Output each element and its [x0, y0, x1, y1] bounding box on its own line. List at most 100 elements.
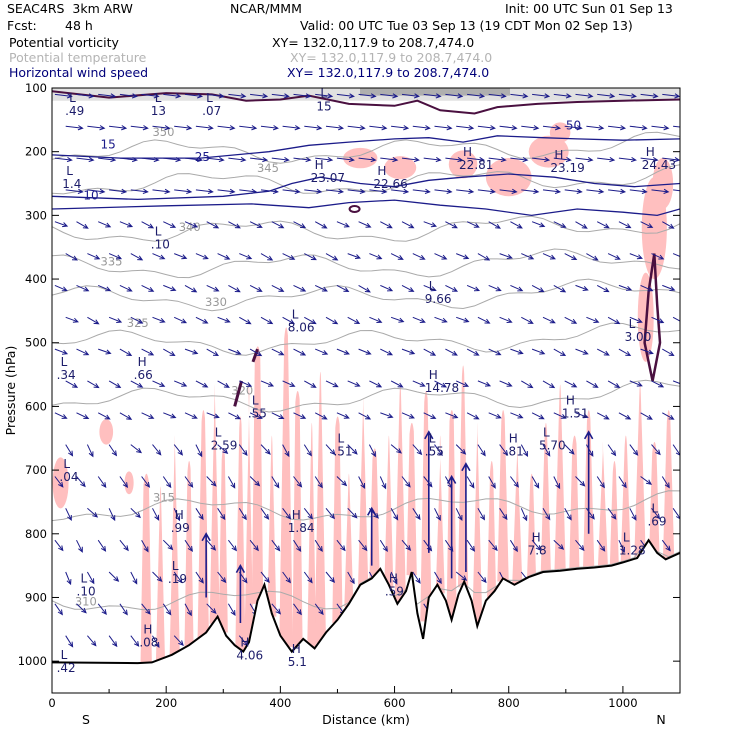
wind-vector: [87, 380, 100, 389]
pv-extremum-type: H: [292, 508, 301, 522]
wind-vector: [455, 508, 463, 522]
wind-vector: [184, 156, 204, 163]
wind-vector: [76, 412, 90, 420]
wind-vector: [54, 221, 69, 228]
init-time: Init: 00 UTC Sun 01 Sep 13: [505, 1, 673, 16]
wind-vector: [520, 508, 528, 522]
wind-vector: [564, 380, 578, 388]
wind-vector: [173, 508, 181, 522]
wind-vector: [152, 380, 166, 387]
pv-plume: [344, 473, 354, 608]
wind-vector: [304, 188, 323, 194]
wind-vector: [466, 476, 475, 489]
wind-vector: [553, 539, 565, 550]
wind-vector: [141, 476, 151, 488]
theta-label-335: 335: [101, 254, 123, 268]
wind-vector: [553, 221, 567, 228]
pv-extremum-value: 2.59: [211, 438, 238, 452]
wind-vector: [445, 156, 464, 163]
wind-vector: [380, 156, 399, 163]
pv-extremum-type: H: [292, 642, 301, 656]
wind-vector: [303, 507, 313, 520]
wind-vector: [596, 412, 610, 420]
wind-vector: [130, 253, 144, 261]
wind-vector: [369, 380, 383, 388]
wind-vector: [586, 316, 600, 323]
wind-vector: [456, 188, 475, 194]
wind-vector: [336, 348, 350, 355]
wind-vector: [401, 284, 415, 292]
wind-vector: [596, 476, 605, 489]
wind-vector: [336, 412, 350, 419]
theta-label-340: 340: [179, 220, 201, 234]
wind-speed-contour: [52, 135, 680, 159]
wind-vector: [423, 221, 437, 228]
wind-vector: [521, 316, 534, 324]
wind-vector: [412, 508, 421, 521]
pv-extremum-type: L: [155, 91, 162, 105]
wind-vector: [564, 508, 572, 521]
wind-vector: [347, 316, 361, 324]
wind-vector: [206, 156, 225, 163]
wind-vector: [54, 93, 73, 99]
wind-vector: [293, 348, 307, 356]
wind-vector: [618, 348, 632, 357]
wind-vector: [282, 188, 301, 194]
pv-extremum-value: 9.66: [425, 292, 452, 306]
wind-vector: [195, 508, 204, 521]
wind-vector: [217, 125, 236, 131]
wind-vector: [228, 93, 247, 99]
wind-vector: [54, 412, 68, 419]
wind-vector: [239, 125, 258, 131]
pv-extremum-value: 7.8: [528, 543, 547, 557]
wind-vector: [260, 380, 275, 387]
pv-extremum-value: 5.70: [539, 438, 566, 452]
x-axis-label: Distance (km): [322, 712, 410, 727]
wind-vector: [651, 125, 670, 131]
wind-vector-layer: [54, 93, 680, 649]
wind-vector: [597, 93, 616, 99]
wind-vector: [54, 348, 69, 355]
wind-vector: [575, 221, 588, 229]
pv-extremum-value: 3.00: [625, 330, 652, 344]
theta-contour-325: [52, 322, 680, 356]
wind-vector: [412, 316, 426, 323]
wind-vector: [607, 508, 617, 520]
forecast-label: Fcst:: [7, 18, 37, 33]
wind-vector: [510, 348, 524, 355]
wind-vector: [184, 539, 193, 552]
wind-vector: [238, 444, 248, 457]
terrain-line: [52, 538, 680, 665]
pv-plume: [487, 461, 497, 598]
wind-vector: [163, 156, 182, 163]
pv-extremum-value: .07: [202, 104, 221, 118]
wind-vector: [141, 221, 155, 229]
wind-vector: [271, 284, 285, 292]
wind-vector: [239, 253, 253, 260]
wind-vector: [282, 444, 290, 458]
plot-frame: [51, 87, 681, 694]
wind-vector: [488, 93, 507, 99]
wind-vector: [86, 571, 95, 585]
pv-extremum-type: L: [320, 86, 327, 100]
wind-vector: [369, 188, 388, 194]
wind-speed-contour: [52, 199, 680, 217]
pv-extremum-value: .51: [333, 445, 352, 459]
pv-extremum-type: H: [509, 432, 518, 446]
wind-vector: [390, 508, 399, 521]
wind-vector: [325, 380, 339, 388]
pv-extremum-value: 22.81: [459, 158, 493, 172]
pv-extremum-type: H: [315, 158, 324, 172]
pv-extremum-type: L: [651, 502, 658, 516]
wind-vector: [119, 412, 133, 420]
wind-vector: [130, 125, 149, 131]
wind-vector: [141, 539, 149, 553]
wind-vector: [640, 412, 653, 420]
pv-extremum-type: L: [61, 355, 68, 369]
wind-vector: [401, 221, 415, 229]
pv-patch: [652, 158, 674, 210]
wind-vector: [314, 476, 323, 489]
wind-vector: [380, 93, 399, 99]
